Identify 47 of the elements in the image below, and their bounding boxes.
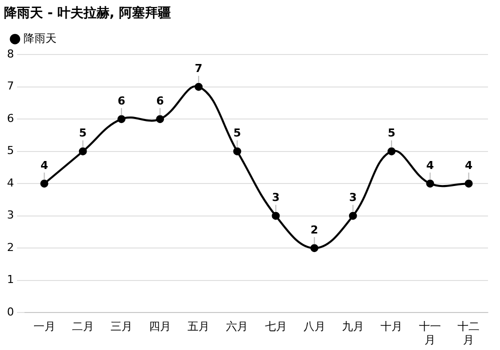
point (426, 180, 434, 188)
point (348, 212, 357, 220)
data-label: 6 (156, 94, 164, 108)
x-tick-label: 八月 (303, 320, 326, 334)
y-tick-label: 6 (7, 112, 14, 125)
data-label: 7 (194, 62, 202, 76)
point (272, 212, 280, 220)
y-tick-label: 7 (7, 80, 14, 93)
point (40, 180, 48, 188)
point (156, 115, 164, 124)
y-tick-label: 3 (7, 208, 14, 222)
data-label: 5 (388, 126, 396, 140)
data-label: 4 (426, 158, 434, 172)
point (310, 244, 318, 252)
data-label: 5 (79, 126, 87, 140)
y-tick-label: 8 (7, 47, 14, 60)
y-tick-label: 4 (7, 176, 14, 190)
x-tick-label: 十一月 (419, 320, 442, 346)
data-label: 3 (272, 191, 280, 204)
point (78, 147, 87, 156)
y-tick-label: 1 (7, 273, 14, 286)
data-label: 6 (118, 94, 126, 108)
x-tick-label: 三月 (110, 320, 132, 334)
x-tick-label: 十二月 (458, 320, 480, 346)
data-label: 4 (464, 158, 473, 172)
data-label: 5 (233, 126, 242, 140)
y-tick-label: 0 (7, 305, 14, 318)
x-tick-label: 五月 (188, 320, 210, 334)
x-tick-label: 九月 (342, 320, 364, 334)
x-tick-label: 七月 (264, 320, 287, 334)
data-label: 4 (40, 158, 48, 172)
point (117, 115, 126, 124)
data-label: 2 (310, 223, 318, 236)
point (233, 147, 242, 156)
x-tick-label: 十月 (380, 320, 403, 334)
x-tick-label: 四月 (149, 320, 172, 334)
point (388, 147, 396, 156)
y-tick-label: 2 (7, 240, 14, 254)
chart-title: 降雨天 - 叶夫拉赫, 阿塞拜疆 (4, 5, 171, 22)
data-label: 3 (349, 191, 357, 204)
x-tick-label: 二月 (72, 320, 94, 334)
x-tick-label: 六月 (226, 320, 248, 334)
y-tick-label: 5 (7, 144, 14, 158)
x-tick-label: 一月 (33, 320, 56, 334)
legend-label: 降雨天 (24, 32, 56, 45)
point (464, 180, 473, 188)
point (194, 82, 203, 91)
